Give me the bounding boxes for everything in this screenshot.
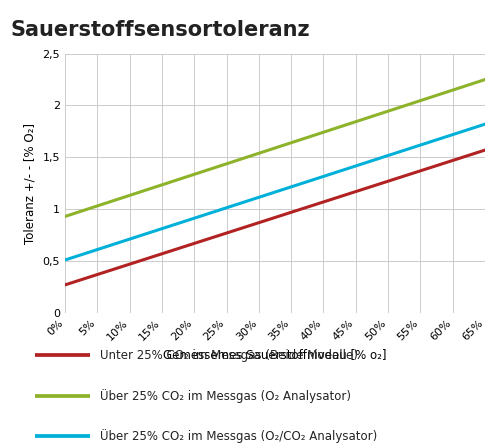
Text: Sauerstoffsensortoleranz: Sauerstoffsensortoleranz	[10, 20, 310, 40]
Text: Unter 25% CO₂ im Messgas (Beide Modelle): Unter 25% CO₂ im Messgas (Beide Modelle)	[100, 349, 358, 362]
Y-axis label: Toleranz +/- - [% O₂]: Toleranz +/- - [% O₂]	[24, 123, 37, 244]
Text: Über 25% CO₂ im Messgas (O₂/CO₂ Analysator): Über 25% CO₂ im Messgas (O₂/CO₂ Analysat…	[100, 429, 377, 443]
Text: Über 25% CO₂ im Messgas (O₂ Analysator): Über 25% CO₂ im Messgas (O₂ Analysator)	[100, 388, 351, 403]
X-axis label: Gemessemes Sauerstoffniveau [% o₂]: Gemessemes Sauerstoffniveau [% o₂]	[163, 348, 387, 361]
